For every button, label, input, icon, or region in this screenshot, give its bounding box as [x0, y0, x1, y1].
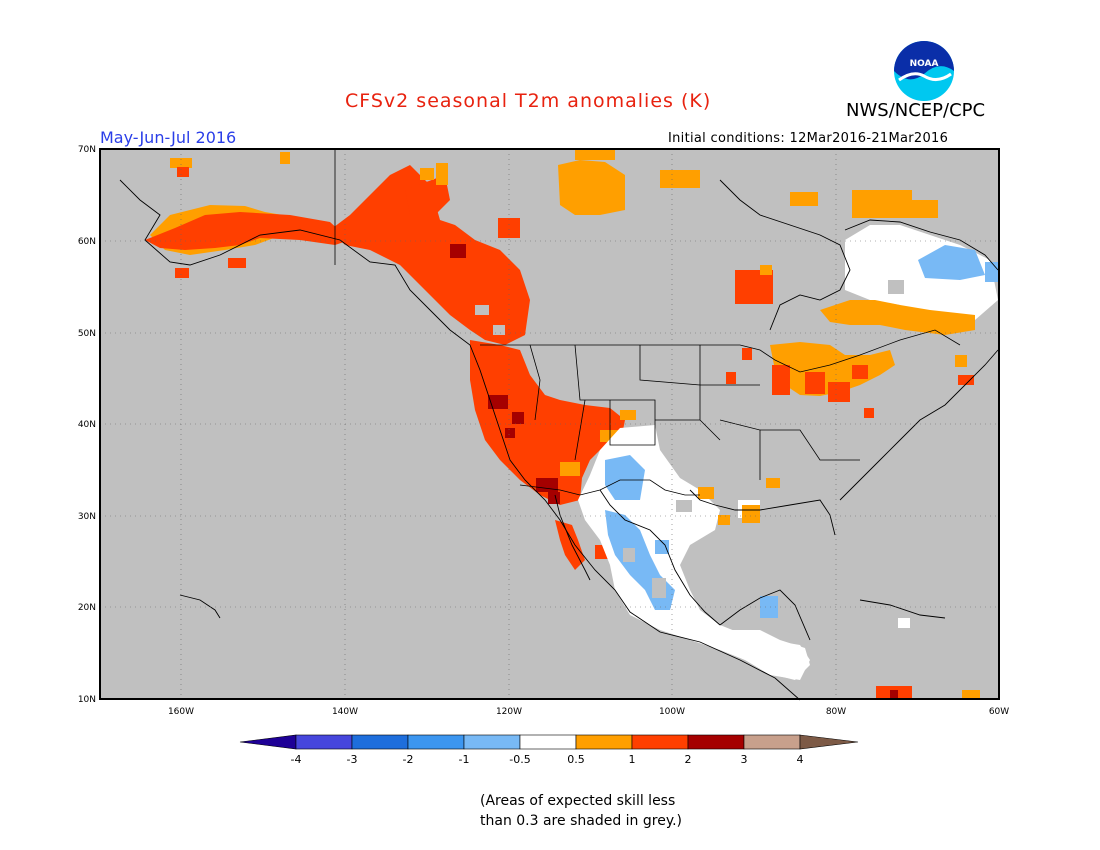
colorbar-tick: -4 — [291, 753, 302, 766]
colorbar-swatch — [295, 734, 353, 750]
org-label: NWS/NCEP/CPC — [846, 100, 986, 121]
colorbar-swatch — [519, 734, 577, 750]
colorbar-low-arrow — [239, 734, 297, 750]
lon-label: 100W — [659, 707, 685, 717]
colorbar-tick: -3 — [347, 753, 358, 766]
colorbar-swatch — [463, 734, 521, 750]
region-west-canada — [330, 165, 530, 345]
lat-label: 60N — [78, 237, 96, 247]
lon-labels: 160W 140W 120W 100W 80W 60W — [168, 707, 1009, 717]
lat-label: 70N — [78, 145, 96, 155]
noaa-logo: NOAA — [894, 41, 954, 101]
gridlines — [100, 149, 999, 699]
colorbar-tick: -2 — [403, 753, 414, 766]
colorbar-swatch — [631, 734, 689, 750]
lat-label: 50N — [78, 329, 96, 339]
skill-note: (Areas of expected skill less than 0.3 a… — [480, 791, 682, 831]
region-labrador-cool — [918, 245, 985, 280]
region-us-west — [470, 340, 625, 505]
region-north-orange — [558, 160, 625, 215]
colorbar-tick: 1 — [629, 753, 636, 766]
region-alaska-north-orange — [170, 158, 192, 168]
colorbar-swatch — [743, 734, 801, 750]
map-frame — [99, 148, 1000, 700]
colorbar-swatch — [687, 734, 745, 750]
lat-label: 20N — [78, 603, 96, 613]
skill-note-line2: than 0.3 are shaded in grey.) — [480, 813, 683, 829]
lat-labels: 70N 60N 50N 40N 30N 20N 10N — [78, 145, 96, 705]
lon-label: 120W — [496, 707, 522, 717]
initial-conditions-label: Initial conditions: 12Mar2016-21Mar2016 — [668, 131, 949, 146]
colorbar-tick: 0.5 — [567, 753, 585, 766]
skill-note-line1: (Areas of expected skill less — [480, 793, 676, 809]
colorbar-tick: -0.5 — [509, 753, 530, 766]
political-borders — [334, 149, 961, 496]
lat-label: 40N — [78, 420, 96, 430]
colorbar-high-arrow — [799, 734, 859, 750]
lon-label: 140W — [332, 707, 358, 717]
colorbar-tick: 2 — [685, 753, 692, 766]
colorbar-tick: 4 — [797, 753, 804, 766]
region-great-lakes — [770, 342, 895, 396]
colorbar: -4 -3 -2 -1 -0.5 0.5 1 2 3 4 — [239, 734, 859, 766]
coastlines — [119, 179, 999, 701]
period-label: May-Jun-Jul 2016 — [100, 128, 237, 147]
lon-label: 160W — [168, 707, 194, 717]
colorbar-tick: 3 — [741, 753, 748, 766]
lon-label: 80W — [826, 707, 846, 717]
colorbar-tick: -1 — [459, 753, 470, 766]
region-mexico-interior-cool — [605, 455, 645, 500]
colorbar-swatch — [407, 734, 465, 750]
region-alaska-south-coast — [145, 212, 350, 250]
lat-label: 30N — [78, 512, 96, 522]
lat-label: 10N — [78, 695, 96, 705]
noaa-logo-text: NOAA — [910, 59, 939, 69]
colorbar-swatch — [575, 734, 633, 750]
chart-title: CFSv2 seasonal T2m anomalies (K) — [345, 90, 712, 112]
lon-label: 60W — [989, 707, 1009, 717]
colorbar-swatch — [351, 734, 409, 750]
